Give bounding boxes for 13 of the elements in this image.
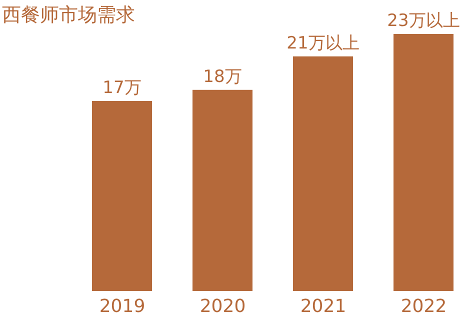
data-label: 21万以上 xyxy=(286,33,360,54)
data-label: 18万 xyxy=(203,66,242,87)
bar xyxy=(293,56,353,291)
x-tick-label: 2020 xyxy=(200,296,246,317)
chart-title: 西餐师市场需求 xyxy=(2,3,135,28)
bar xyxy=(92,101,152,291)
data-label: 17万 xyxy=(102,78,142,98)
x-tick-label: 2019 xyxy=(99,296,146,317)
bar xyxy=(394,34,454,291)
bar xyxy=(192,90,252,291)
x-tick-label: 2022 xyxy=(400,296,447,317)
x-tick-label: 2021 xyxy=(300,296,346,317)
data-label: 23万以上 xyxy=(387,11,460,31)
